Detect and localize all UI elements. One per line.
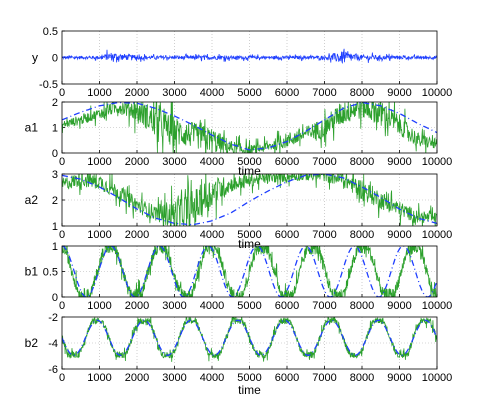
x-tick-label: 7000 <box>312 87 336 99</box>
x-tick-label: 7000 <box>312 372 336 384</box>
y-axis-label: y <box>32 51 38 65</box>
x-tick-label: 1000 <box>87 87 111 99</box>
y-axis-label: a1 <box>25 121 39 135</box>
x-tick-label: 10000 <box>422 87 453 99</box>
axes-box <box>61 245 438 298</box>
x-tick-label: 4000 <box>200 87 224 99</box>
axes-box <box>61 30 438 85</box>
y-tick-label: -0.5 <box>39 79 58 91</box>
x-tick-label: 4000 <box>200 300 224 312</box>
y-tick-label: 1 <box>52 241 58 253</box>
chart-panel-a2: 0 1000 2000 3000 4000 5000 6000 7000 8000 9000 100… <box>25 169 453 251</box>
x-tick-label: 9000 <box>387 87 411 99</box>
x-tick-label: 10000 <box>422 229 453 241</box>
x-tick-label: 6000 <box>275 372 299 384</box>
x-tick-label: 0 <box>59 87 65 99</box>
x-axis-label: time <box>238 164 261 178</box>
x-tick-label: 2000 <box>125 87 149 99</box>
series-line-reference <box>62 102 437 151</box>
y-axis-label: b1 <box>25 265 39 279</box>
x-tick-label: 1000 <box>87 300 111 312</box>
x-tick-label: 0 <box>59 156 65 168</box>
x-tick-label: 2000 <box>125 300 149 312</box>
x-tick-label: 2000 <box>125 372 149 384</box>
chart-panel-b2: 0 1000 2000 3000 4000 5000 6000 7000 8000 9000 100… <box>25 312 453 397</box>
y-tick-label: 0 <box>52 148 58 160</box>
y-tick-label: 0.5 <box>43 267 58 279</box>
x-tick-label: 3000 <box>162 229 186 241</box>
x-tick-label: 10000 <box>422 372 453 384</box>
x-tick-label: 5000 <box>237 156 261 168</box>
axes-box <box>61 173 438 227</box>
x-tick-label: 8000 <box>350 372 374 384</box>
series-line-estimate <box>62 48 437 64</box>
x-tick-label: 8000 <box>350 87 374 99</box>
x-tick-label: 4000 <box>200 229 224 241</box>
x-tick-label: 5000 <box>237 229 261 241</box>
x-tick-label: 9000 <box>387 156 411 168</box>
series-line-reference <box>62 174 437 226</box>
y-axis-label: a2 <box>25 193 39 207</box>
y-tick-label: 0 <box>52 292 58 304</box>
x-tick-label: 8000 <box>350 156 374 168</box>
x-tick-label: 6000 <box>275 87 299 99</box>
x-tick-label: 3000 <box>162 156 186 168</box>
x-tick-label: 4000 <box>200 156 224 168</box>
y-tick-label: 0.5 <box>43 26 58 38</box>
y-tick-label: -2 <box>48 312 58 324</box>
x-tick-label: 9000 <box>387 300 411 312</box>
x-tick-label: 1000 <box>87 229 111 241</box>
x-tick-label: 6000 <box>275 156 299 168</box>
series-line-estimate <box>62 246 437 297</box>
x-tick-label: 4000 <box>200 372 224 384</box>
x-tick-label: 6000 <box>275 300 299 312</box>
x-tick-label: 1000 <box>87 156 111 168</box>
y-tick-label: -4 <box>48 338 58 350</box>
x-tick-label: 5000 <box>237 300 261 312</box>
x-tick-label: 10000 <box>422 300 453 312</box>
x-tick-label: 0 <box>59 300 65 312</box>
y-tick-label: 3 <box>52 169 58 181</box>
x-tick-label: 7000 <box>312 229 336 241</box>
x-tick-label: 5000 <box>237 87 261 99</box>
x-tick-label: 2000 <box>125 156 149 168</box>
x-tick-label: 7000 <box>312 156 336 168</box>
x-tick-label: 2000 <box>125 229 149 241</box>
series-line-reference <box>62 319 437 356</box>
series-line-estimate <box>62 174 437 226</box>
x-axis-label: time <box>238 383 261 397</box>
y-tick-label: 0 <box>52 53 58 65</box>
x-tick-label: 3000 <box>162 300 186 312</box>
series-line-reference <box>62 246 437 297</box>
y-tick-label: 2 <box>52 195 58 207</box>
x-tick-label: 3000 <box>162 372 186 384</box>
y-tick-label: -6 <box>48 364 58 376</box>
y-axis-label: b2 <box>25 336 39 350</box>
x-tick-label: 7000 <box>312 300 336 312</box>
x-tick-label: 8000 <box>350 229 374 241</box>
chart-panel-a1: 0 1000 2000 3000 4000 5000 6000 7000 8000 9000 100… <box>25 97 453 178</box>
x-tick-label: 8000 <box>350 300 374 312</box>
axes-box <box>61 316 438 370</box>
x-tick-label: 9000 <box>387 229 411 241</box>
x-tick-label: 5000 <box>237 372 261 384</box>
x-tick-label: 3000 <box>162 87 186 99</box>
x-tick-label: 1000 <box>87 372 111 384</box>
series-line-estimate <box>62 317 437 362</box>
y-tick-label: 1 <box>52 123 58 135</box>
chart-panel-b1: 0 1000 2000 3000 4000 5000 6000 7000 8000 9000 100… <box>25 241 453 312</box>
chart-panel-y: 0 1000 2000 3000 4000 5000 6000 7000 8000 9000 100… <box>32 26 452 99</box>
axes-box <box>61 101 438 154</box>
y-tick-label: 1 <box>52 221 58 233</box>
x-tick-label: 6000 <box>275 229 299 241</box>
series-line-estimate <box>62 102 437 153</box>
y-tick-label: 2 <box>52 97 58 109</box>
x-tick-label: 9000 <box>387 372 411 384</box>
x-tick-label: 0 <box>59 372 65 384</box>
x-tick-label: 0 <box>59 229 65 241</box>
x-tick-label: 10000 <box>422 156 453 168</box>
